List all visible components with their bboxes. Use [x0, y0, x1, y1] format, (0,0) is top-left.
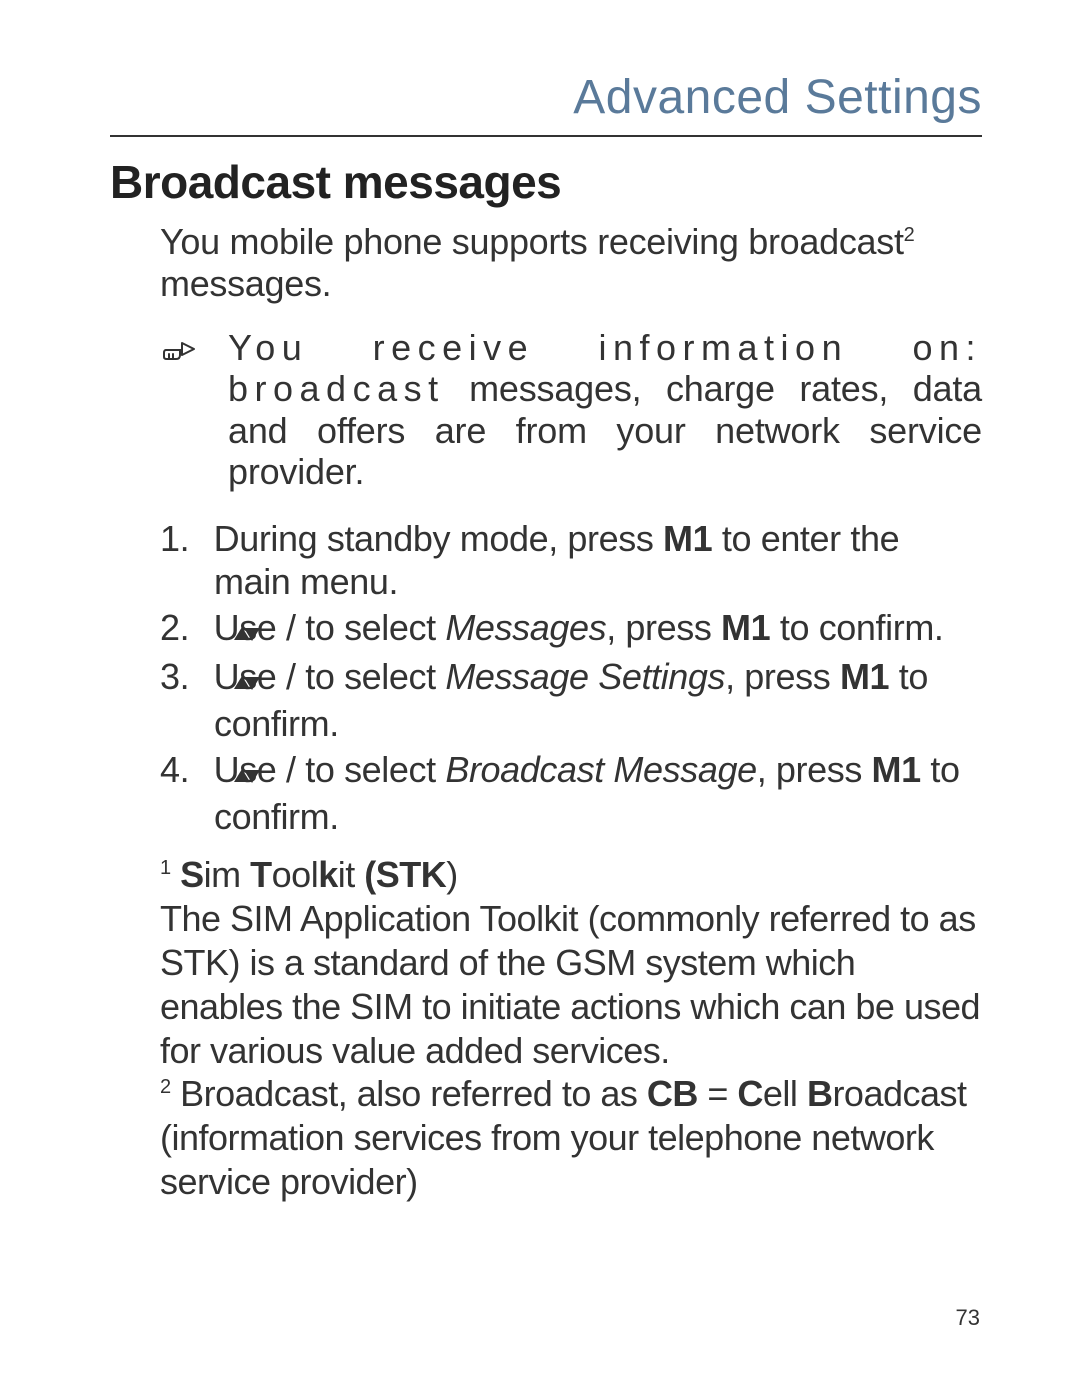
- header-title: Advanced Settings: [573, 71, 982, 124]
- hand-point-icon: [160, 333, 200, 368]
- step-2: Use / to select Messages, press M1 to co…: [160, 606, 982, 653]
- footnote-1: 1 Sim Toolkit (STK): [160, 853, 982, 897]
- footnotes: 1 Sim Toolkit (STK) The SIM Application …: [160, 853, 982, 1204]
- intro-text: You mobile phone supports receiving broa…: [160, 221, 982, 305]
- step-4: Use / to select Broadcast Message, press…: [160, 748, 982, 839]
- footnote-2: 2 Broadcast, also referred to as CB = Ce…: [160, 1072, 982, 1204]
- page-number: 73: [956, 1305, 980, 1331]
- section-title: Broadcast messages: [110, 155, 982, 209]
- step-1: During standby mode, press M1 to enter t…: [160, 517, 982, 605]
- steps-list: During standby mode, press M1 to enter t…: [160, 517, 982, 839]
- note-block: You receive information on: broadcast me…: [160, 327, 982, 493]
- page-header: Advanced Settings: [110, 70, 982, 137]
- note-text: You receive information on: broadcast me…: [228, 327, 982, 493]
- footnote-1-body: The SIM Application Toolkit (commonly re…: [160, 897, 982, 1073]
- step-3: Use / to select Message Settings, press …: [160, 655, 982, 746]
